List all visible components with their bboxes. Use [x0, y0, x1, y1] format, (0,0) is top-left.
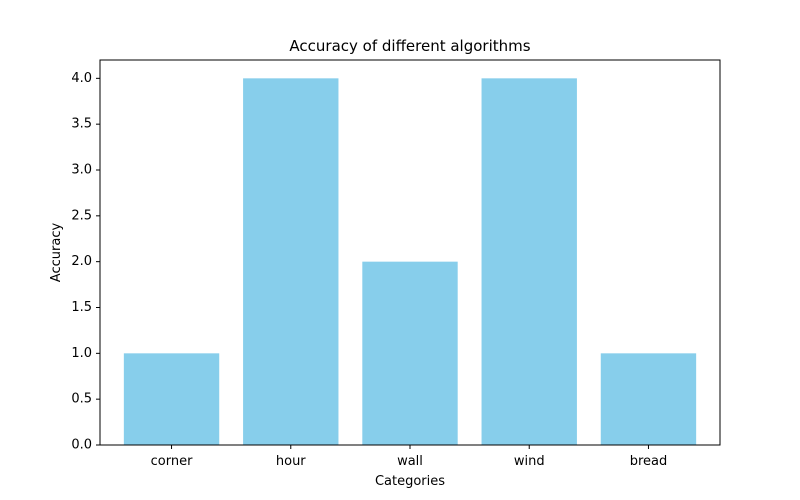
- x-tick-label-wind: wind: [514, 454, 545, 469]
- y-tick-label: 1.0: [71, 346, 92, 361]
- y-tick-label: 3.5: [71, 117, 92, 132]
- y-tick-label: 2.5: [71, 208, 92, 223]
- x-axis-label: Categories: [375, 474, 445, 489]
- bars-group: [123, 78, 697, 445]
- bar-bread: [600, 353, 697, 445]
- x-axis-ticks: corner hour wall wind bread: [151, 445, 668, 469]
- bar-wall: [362, 261, 458, 445]
- x-tick-label-hour: hour: [276, 454, 306, 469]
- y-tick-label: 0.5: [71, 392, 92, 407]
- bar-corner: [123, 353, 220, 445]
- y-tick-label: 3.0: [71, 163, 92, 178]
- y-tick-label: 1.5: [71, 300, 92, 315]
- y-tick-label: 4.0: [71, 71, 92, 86]
- bar-wind: [481, 78, 577, 445]
- y-axis-ticks: 0.0 0.5 1.0 1.5 2.0 2.5 3.0 3.5 4.0: [71, 71, 100, 453]
- y-tick-label: 2.0: [71, 254, 92, 269]
- x-tick-label-bread: bread: [630, 454, 668, 469]
- y-axis-label: Accuracy: [49, 223, 64, 283]
- x-tick-label-corner: corner: [151, 454, 193, 469]
- chart-title: Accuracy of different algorithms: [289, 37, 530, 55]
- x-tick-label-wall: wall: [397, 454, 423, 469]
- bar-hour: [243, 78, 339, 445]
- y-tick-label: 0.0: [71, 438, 92, 453]
